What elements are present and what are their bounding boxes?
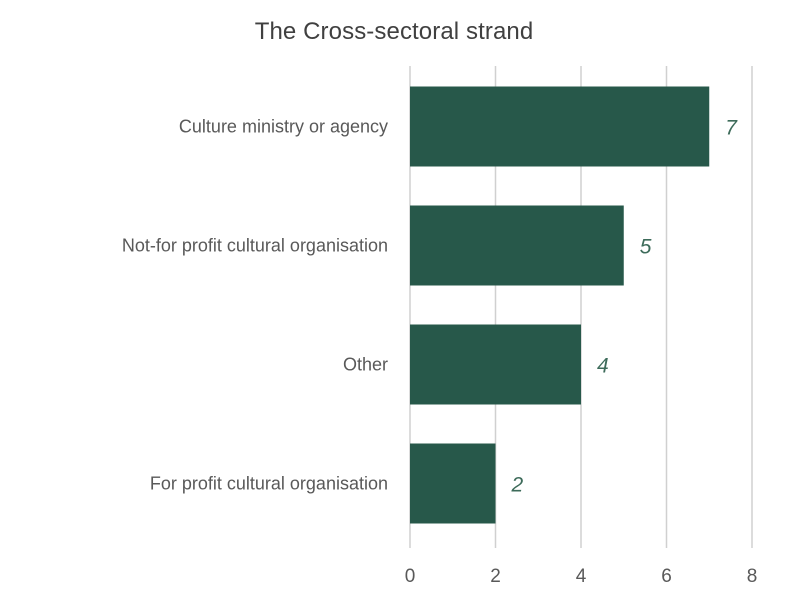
x-tick-label-4: 4: [576, 566, 587, 587]
x-tick-label-8: 8: [747, 566, 758, 587]
x-tick-label-0: 0: [405, 566, 416, 587]
bar-3: [410, 443, 496, 524]
chart-title: The Cross-sectoral strand: [254, 18, 534, 45]
category-label-1: Not-for profit cultural organisation: [122, 236, 388, 256]
bar-2: [410, 324, 581, 405]
bar-1: [410, 205, 624, 286]
category-label-3: For profit cultural organisation: [150, 474, 388, 494]
x-tick-label-6: 6: [661, 566, 672, 587]
x-tick-label-2: 2: [490, 566, 501, 587]
category-label-0: Culture ministry or agency: [179, 117, 388, 137]
data-label-2: 4: [597, 355, 609, 378]
bar-0: [410, 86, 710, 167]
data-label-0: 7: [725, 117, 738, 140]
data-label-1: 5: [640, 236, 652, 259]
data-label-3: 2: [511, 474, 524, 497]
category-label-2: Other: [343, 355, 388, 375]
